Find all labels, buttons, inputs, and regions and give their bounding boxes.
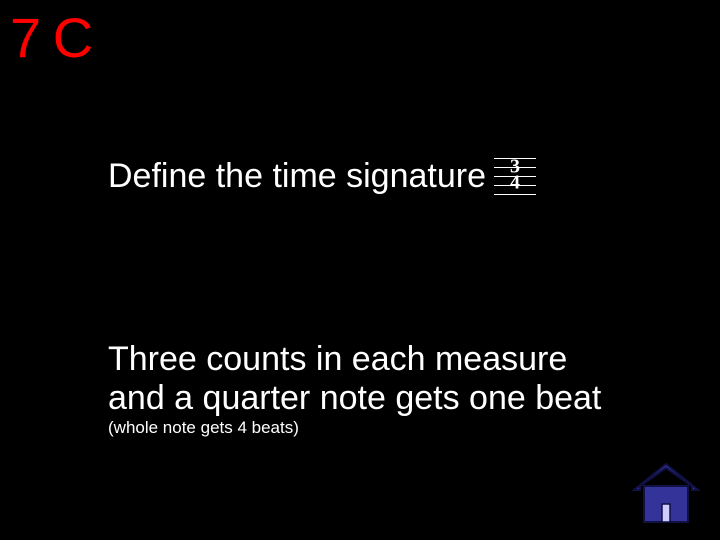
staff-line: [494, 194, 536, 195]
time-signature-staff: 3 4: [494, 156, 536, 196]
time-signature: 3 4: [510, 158, 520, 190]
answer-block: Three counts in each measure and a quart…: [108, 340, 608, 438]
question-text: Define the time signature: [108, 157, 486, 196]
answer-main-text: Three counts in each measure and a quart…: [108, 340, 601, 417]
home-icon: [630, 462, 702, 526]
card-label: 7 C: [10, 5, 91, 70]
home-button[interactable]: [630, 462, 702, 526]
time-signature-bottom: 4: [510, 174, 520, 190]
question-row: Define the time signature 3 4: [108, 156, 536, 196]
answer-sub-text: (whole note gets 4 beats): [108, 418, 299, 437]
